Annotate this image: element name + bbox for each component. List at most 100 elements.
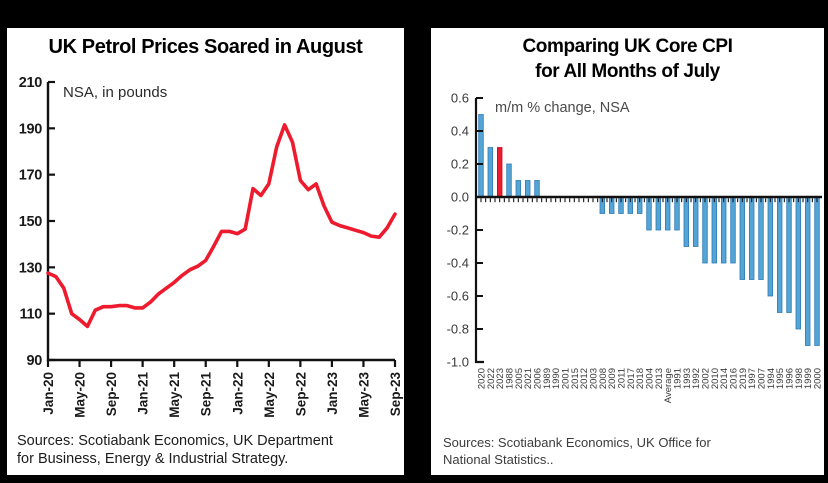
bar	[795, 196, 801, 330]
x-tick-label: 2006	[533, 368, 544, 389]
x-tick-label: 1994	[766, 368, 777, 389]
cpi-bar-chart: 0.6 0.4 0.2 0.0 -0.2 -0.4 -0.6 -0.8 -1.0 20202022…	[447, 91, 824, 404]
y-tick-label: 210	[19, 75, 43, 91]
bar-highlight-2023	[497, 147, 503, 198]
bar	[748, 196, 755, 280]
x-tick-label: Sep-23	[388, 372, 403, 417]
x-tick-label: 2005	[514, 368, 525, 389]
cpi-chart-title-line1: Comparing UK Core CPI	[522, 36, 733, 57]
x-tick-label: 2021	[523, 368, 534, 389]
bar	[758, 196, 764, 280]
x-tick-label: 2011	[617, 368, 628, 388]
x-tick-label: May-23	[356, 372, 371, 418]
x-tick-label: 2020	[477, 368, 488, 389]
x-tick-label: 2010	[710, 368, 721, 389]
y-tick-label: 0.0	[451, 190, 469, 205]
bar	[692, 196, 699, 247]
x-tick-label: 2023	[495, 368, 506, 389]
y-tick-label: -0.4	[447, 256, 469, 271]
x-tick-label: 2015	[570, 368, 581, 389]
x-tick-label: Average	[663, 368, 674, 403]
x-tick-label: 2001	[561, 368, 572, 389]
x-tick-label: 2008	[598, 368, 609, 389]
cpi-chart-sources: Sources: Scotiabank Economics, UK Office…	[443, 435, 711, 467]
x-tick-label: 1990	[551, 368, 562, 389]
y-tick-label: 90	[26, 353, 42, 369]
bar	[786, 196, 792, 313]
bar	[515, 180, 521, 198]
x-tick-label: 2002	[701, 368, 712, 389]
x-tick-label: 1997	[747, 368, 758, 389]
axis-spine	[46, 82, 395, 362]
petrol-chart-annotation: NSA, in pounds	[63, 84, 168, 101]
x-tick-label: Jan-22	[230, 372, 245, 415]
x-tick-label: 1992	[691, 368, 702, 389]
x-tick-label: 1998	[794, 368, 805, 389]
petrol-chart-panel: UK Petrol Prices Soared in August NSA, i…	[7, 28, 404, 475]
x-tick-label: 2019	[738, 368, 749, 389]
x-tick-label: 2014	[719, 368, 730, 389]
cpi-chart-title: Comparing UK Core CPI for All Months of …	[431, 34, 824, 84]
x-tick-label: 1995	[775, 368, 786, 389]
y-tick-label: -0.2	[447, 223, 469, 238]
x-tick-label: 2016	[729, 368, 740, 389]
petrol-price-line	[46, 123, 397, 329]
petrol-chart-sources: Sources: Scotiabank Economics, UK Depart…	[17, 433, 333, 467]
bar	[487, 147, 493, 198]
bar	[534, 180, 540, 198]
bar	[711, 196, 717, 264]
x-tick-label: 2000	[813, 368, 824, 389]
x-tick-label: Sep-20	[104, 372, 119, 416]
petrol-chart-title: UK Petrol Prices Soared in August	[48, 36, 363, 58]
x-tick-label: 1989	[542, 368, 553, 389]
y-tick-label: 110	[20, 307, 43, 323]
y-tick-label: 0.6	[451, 91, 469, 106]
y-tick-label: 150	[19, 214, 43, 230]
y-tick-label: -0.8	[447, 322, 469, 337]
bar	[702, 196, 708, 264]
bar	[814, 196, 820, 346]
x-tick-label: 1988	[505, 368, 516, 389]
y-tick-label: 170	[19, 168, 43, 184]
y-tick-label: -1.0	[447, 355, 469, 370]
x-tick-label: 1991	[673, 368, 684, 389]
y-tick-label: 190	[19, 121, 43, 137]
x-tick-label: Jan-20	[41, 372, 56, 415]
bar	[683, 196, 689, 247]
cpi-chart-annotation: m/m % change, NSA	[495, 100, 630, 116]
x-tick-label: 2003	[589, 368, 600, 389]
petrol-line-chart: 210 190 170 150 130 110 90 Jan-20 May-20 Sep-20 Ja…	[19, 75, 403, 418]
bar	[525, 180, 531, 198]
x-tick-label: 2012	[579, 368, 590, 389]
bar	[730, 196, 736, 264]
x-tick-label: Jan-21	[136, 372, 151, 415]
y-tick-label: -0.6	[447, 289, 469, 304]
y-tick-label: 0.2	[451, 157, 469, 172]
bar	[804, 196, 811, 346]
x-tick-label: May-21	[167, 372, 182, 418]
x-tick-label: 2009	[607, 368, 618, 389]
x-tick-label: May-22	[262, 372, 277, 418]
y-tick-label: 130	[19, 260, 43, 276]
x-tick-label: 1993	[682, 368, 693, 389]
x-tick-label: 2013	[654, 368, 665, 389]
x-tick-label: Jan-23	[325, 372, 340, 415]
bar	[478, 114, 484, 198]
x-tick-label: 2017	[626, 368, 637, 389]
x-tick-label: Sep-22	[293, 372, 308, 416]
bar	[506, 163, 512, 198]
x-tick-label: 2022	[486, 368, 497, 389]
y-tick-label: 0.4	[451, 124, 469, 139]
x-tick-label: 1996	[785, 368, 796, 389]
x-tick-label: 2004	[645, 368, 656, 389]
x-tick-label: Sep-21	[199, 372, 214, 417]
bar	[767, 196, 773, 297]
bar	[739, 196, 745, 280]
bar	[720, 196, 727, 264]
cpi-chart-panel: Comparing UK Core CPI for All Months of …	[431, 28, 824, 475]
x-tick-label: 1999	[803, 368, 814, 389]
cpi-chart-title-line2: for All Months of July	[535, 61, 720, 83]
bar	[776, 196, 783, 313]
x-tick-label: May-20	[73, 372, 88, 418]
